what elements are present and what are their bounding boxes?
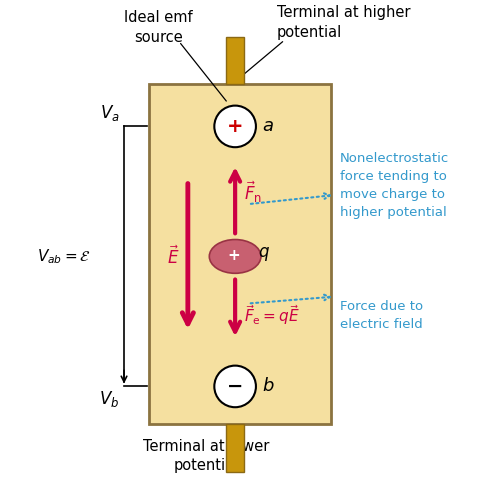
- FancyBboxPatch shape: [226, 424, 244, 471]
- Text: +: +: [227, 248, 240, 263]
- Text: Force due to
electric field: Force due to electric field: [339, 300, 423, 331]
- Circle shape: [215, 106, 256, 147]
- Text: Nonelectrostatic
force tending to
move charge to
higher potential: Nonelectrostatic force tending to move c…: [339, 152, 449, 219]
- Text: +: +: [227, 117, 244, 136]
- Text: $b$: $b$: [262, 377, 274, 396]
- Circle shape: [215, 366, 256, 407]
- Ellipse shape: [209, 240, 261, 273]
- Text: $V_b$: $V_b$: [99, 389, 119, 409]
- Text: $\vec{F}_{\rm n}$: $\vec{F}_{\rm n}$: [244, 180, 262, 205]
- Text: $V_{ab} = \mathcal{E}$: $V_{ab} = \mathcal{E}$: [37, 247, 91, 266]
- Text: Terminal at lower
potential: Terminal at lower potential: [143, 439, 269, 473]
- Text: $\vec{F}_{\rm e} = q\vec{E}$: $\vec{F}_{\rm e} = q\vec{E}$: [244, 303, 300, 327]
- FancyBboxPatch shape: [149, 84, 331, 424]
- Text: $a$: $a$: [262, 118, 274, 135]
- Text: $\vec{E}$: $\vec{E}$: [167, 245, 180, 268]
- Text: $V_a$: $V_a$: [99, 103, 119, 122]
- Text: Terminal at higher
potential: Terminal at higher potential: [277, 5, 410, 40]
- FancyBboxPatch shape: [226, 36, 244, 84]
- Text: −: −: [227, 377, 244, 396]
- Text: Ideal emf
source: Ideal emf source: [124, 10, 193, 45]
- Text: $q$: $q$: [258, 245, 270, 263]
